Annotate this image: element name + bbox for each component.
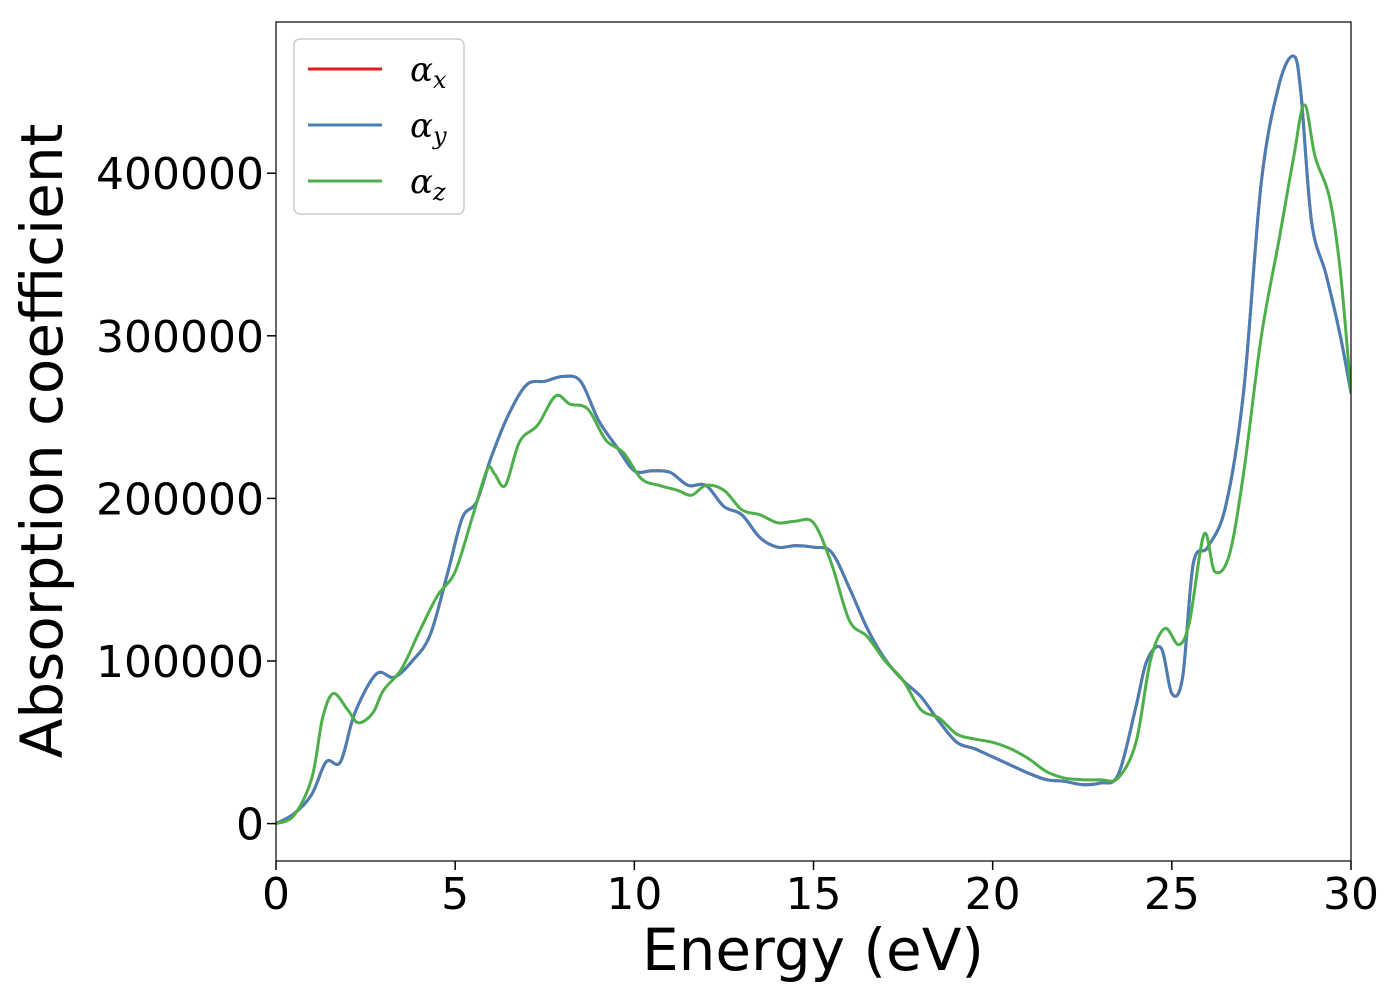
legend-label-x: αx bbox=[410, 50, 447, 94]
x-tick-label: 5 bbox=[441, 869, 469, 920]
ticks-layer: 0 5 10 15 20 25 30 0 100000 200000 300000 400000 bbox=[96, 149, 1379, 920]
legend-label-y: αy bbox=[410, 106, 447, 150]
x-tick-label: 15 bbox=[786, 869, 842, 920]
y-tick-label: 400000 bbox=[96, 149, 264, 200]
y-tick-label: 200000 bbox=[96, 474, 264, 525]
x-tick-label: 25 bbox=[1144, 869, 1200, 920]
x-tick-label: 0 bbox=[262, 869, 290, 920]
x-tick-label: 20 bbox=[965, 869, 1021, 920]
y-tick-label: 0 bbox=[236, 800, 264, 851]
series-line-z bbox=[276, 103, 1351, 826]
series-line-y bbox=[276, 54, 1351, 826]
y-axis-label: Absorption coefficient bbox=[8, 124, 76, 759]
legend-label-z: αz bbox=[410, 162, 446, 206]
x-tick-label: 10 bbox=[606, 869, 662, 920]
y-tick-label: 100000 bbox=[96, 637, 264, 688]
x-tick-label: 30 bbox=[1323, 869, 1379, 920]
y-tick-label: 300000 bbox=[96, 312, 264, 363]
series-layer bbox=[276, 54, 1351, 826]
x-axis-label: Energy (eV) bbox=[642, 916, 984, 984]
legend: αx αy αz bbox=[293, 38, 465, 215]
